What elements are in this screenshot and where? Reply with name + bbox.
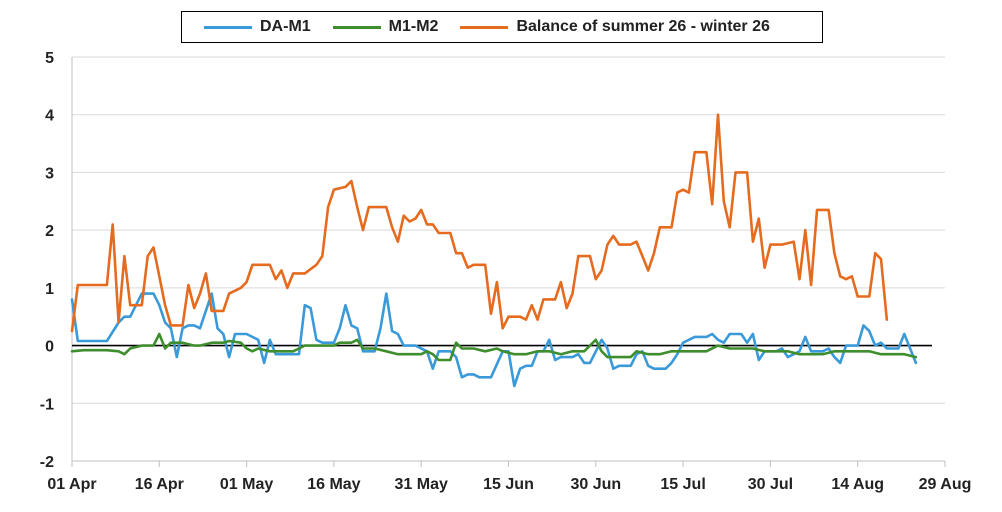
x-tick-label: 30 Jun — [570, 476, 621, 493]
x-tick-label: 01 Apr — [47, 476, 96, 493]
y-tick-label: 3 — [45, 165, 54, 182]
y-tick-label: 5 — [45, 50, 54, 67]
x-tick-label: 15 Jun — [483, 476, 534, 493]
y-tick-label: 4 — [45, 108, 54, 125]
series-line-0 — [70, 292, 918, 388]
legend-item-m1-m2[interactable]: M1-M2 — [332, 18, 439, 36]
legend-swatch-da-m1 — [204, 25, 252, 29]
series-line-1 — [70, 332, 918, 362]
x-tick-label: 16 May — [307, 476, 360, 493]
gridlines — [72, 56, 945, 404]
x-tick-label: 30 Jul — [748, 476, 793, 493]
x-tick-label: 14 Aug — [831, 476, 884, 493]
legend-label-m1-m2: M1-M2 — [388, 18, 439, 35]
y-tick-label: -2 — [40, 454, 54, 471]
tick-labels: -2 -1 0 1 2 3 4 5 01 Apr 16 Apr 01 May 16 May 31 May… — [40, 50, 972, 493]
legend-item-balance[interactable]: Balance of summer 26 - winter 26 — [460, 18, 770, 36]
y-tick-label: 1 — [45, 281, 54, 298]
y-tick-label: -1 — [40, 396, 54, 413]
legend-label-da-m1: DA-M1 — [260, 18, 311, 35]
x-tick-label: 15 Jul — [660, 476, 705, 493]
legend-label-balance: Balance of summer 26 - winter 26 — [516, 18, 770, 35]
x-tick-label: 29 Aug — [919, 476, 972, 493]
legend-item-da-m1[interactable]: DA-M1 — [204, 18, 311, 36]
legend-swatch-m1-m2 — [332, 25, 381, 29]
legend-swatch-balance — [460, 25, 509, 29]
x-tick-label: 01 May — [220, 476, 273, 493]
x-tick-label: 31 May — [395, 476, 448, 493]
legend: DA-M1 M1-M2 Balance of summer 26 - winte… — [181, 11, 823, 43]
axes — [71, 57, 946, 467]
y-tick-label: 2 — [45, 223, 54, 240]
series-lines — [70, 113, 918, 388]
x-tick-label: 16 Apr — [135, 476, 184, 493]
y-tick-label: 0 — [45, 339, 54, 356]
series-line-2 — [70, 113, 889, 333]
